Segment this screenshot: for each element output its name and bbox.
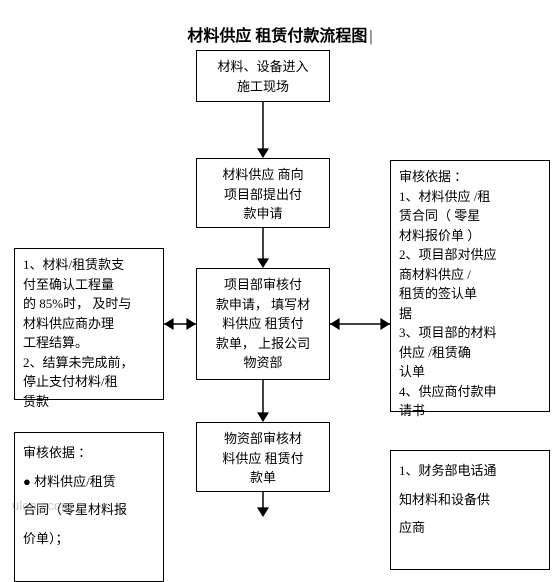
page-title: 材料供应 租赁付款流程图: [0, 22, 560, 46]
side-note-right-finance: 1、财务部电话通 知材料和设备供 应商: [390, 450, 550, 570]
flow-node-start: 材料、设备进入 施工现场: [196, 50, 330, 102]
side-note-left-audit-basis: 审核依据 ： ● 材料供应/租赁 合同（零星材料报 价单）；: [14, 432, 164, 582]
flow-node-project-audit: 项目部审核付 款申请， 填写材 料供应 租赁付 款单， 上报公司 物资部: [196, 268, 330, 380]
side-note-left-settlement: 1、材料/租赁款支 付至确认工程量 的 85%时， 及时与 材料供应商办理 工程…: [14, 248, 164, 400]
side-note-right-audit-basis: 审核依据 ： 1、材料供应 /租 赁合同（ 零星 材料报价单 ） 2、项目部对供…: [390, 160, 550, 412]
flow-node-material-dept-audit: 物资部审核材 料供应 租赁付 款单: [196, 422, 330, 492]
flow-node-request: 材料供应 商向 项目部提出付 款申请: [196, 158, 330, 228]
